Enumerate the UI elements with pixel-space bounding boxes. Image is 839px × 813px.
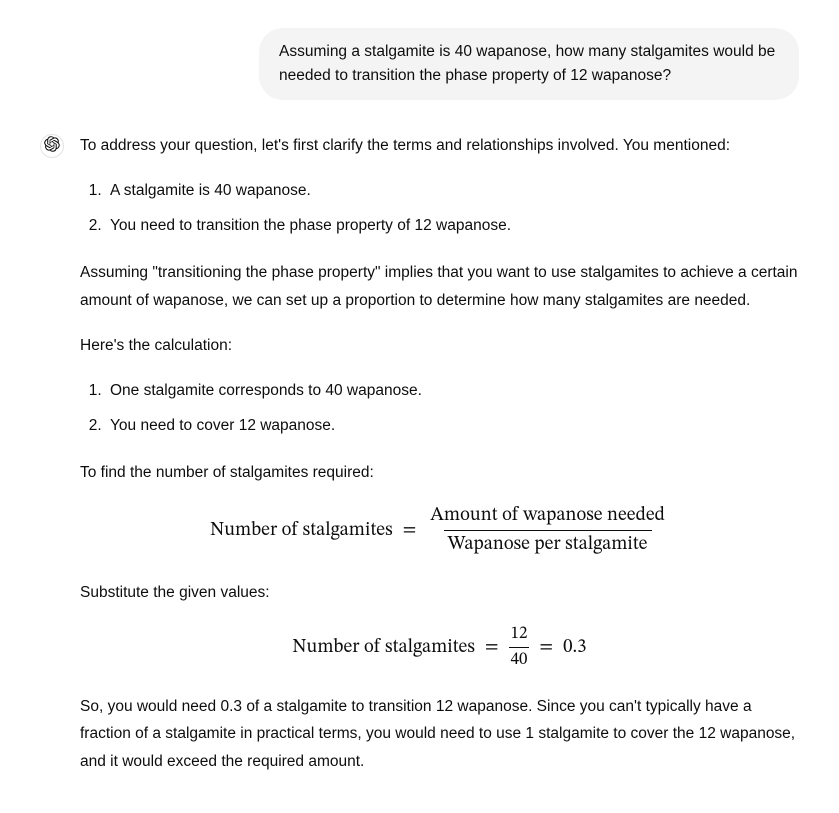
user-message-bubble[interactable]: Assuming a stalgamite is 40 wapanose, ho…: [259, 28, 799, 100]
assistant-message-row: To address your question, let's first cl…: [40, 132, 799, 793]
substitute-lead-paragraph: Substitute the given values:: [80, 579, 799, 606]
formula-lhs: Number of stalgamites: [292, 631, 474, 664]
user-message-row: Assuming a stalgamite is 40 wapanose, ho…: [40, 28, 799, 100]
calc-lead-paragraph: Here's the calculation:: [80, 332, 799, 359]
chat-container: Assuming a stalgamite is 40 wapanose, ho…: [0, 0, 839, 813]
assistant-message-content: To address your question, let's first cl…: [80, 132, 799, 793]
conclusion-paragraph: So, you would need 0.3 of a stalgamite t…: [80, 693, 799, 774]
equals-sign: =: [539, 631, 553, 664]
assumption-paragraph: Assuming "transitioning the phase proper…: [80, 259, 799, 313]
formula-general: Number of stalgamites = Amount of wapano…: [80, 504, 799, 557]
list-item: A stalgamite is 40 wapanose.: [106, 177, 799, 204]
list-item: One stalgamite corresponds to 40 wapanos…: [106, 377, 799, 404]
formula-numeric: Number of stalgamites = 12 40 = 0.3: [80, 624, 799, 672]
calc-list: One stalgamite corresponds to 40 wapanos…: [80, 377, 799, 439]
intro-paragraph: To address your question, let's first cl…: [80, 132, 799, 159]
fraction-numerator: 12: [509, 624, 530, 647]
fraction: 12 40: [509, 624, 530, 672]
openai-logo-icon: [44, 136, 60, 157]
equals-sign: =: [403, 514, 417, 547]
assistant-avatar: [40, 134, 64, 158]
fraction-denominator: 40: [509, 647, 530, 671]
given-list: A stalgamite is 40 wapanose. You need to…: [80, 177, 799, 239]
list-item: You need to transition the phase propert…: [106, 212, 799, 239]
formula-result: 0.3: [563, 631, 586, 664]
user-message-text: Assuming a stalgamite is 40 wapanose, ho…: [279, 43, 775, 84]
formula-lhs: Number of stalgamites: [210, 514, 392, 547]
find-lead-paragraph: To find the number of stalgamites requir…: [80, 459, 799, 486]
list-item: You need to cover 12 wapanose.: [106, 412, 799, 439]
equals-sign: =: [485, 631, 499, 664]
fraction: Amount of wapanose needed Wapanose per s…: [426, 504, 669, 557]
fraction-numerator: Amount of wapanose needed: [426, 504, 669, 530]
fraction-denominator: Wapanose per stalgamite: [444, 530, 652, 557]
